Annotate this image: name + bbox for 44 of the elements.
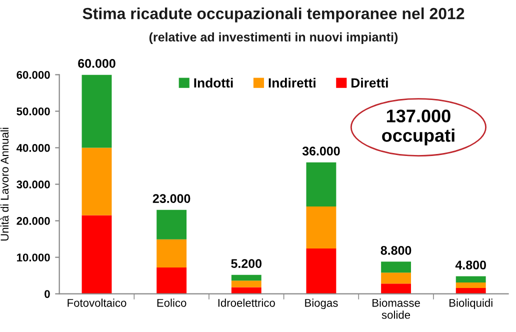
y-tick-label: 40.000 xyxy=(16,144,50,152)
bar xyxy=(82,148,112,216)
total-label: 60.000 xyxy=(78,58,116,68)
legend-label: Diretti xyxy=(352,78,388,88)
y-tick-label: 0 xyxy=(44,290,50,298)
bar xyxy=(82,74,112,148)
bar xyxy=(156,239,187,268)
y-tick-label: 50.000 xyxy=(16,107,50,116)
bar xyxy=(231,274,262,281)
total-label: 5.200 xyxy=(231,259,262,268)
bar xyxy=(456,276,486,282)
x-tick-label: Eolico xyxy=(157,298,186,307)
x-tick-label: Bioliquidi xyxy=(450,298,492,310)
total-label: 8.800 xyxy=(380,246,412,255)
bar xyxy=(381,284,411,294)
bar xyxy=(456,282,486,288)
total-label: 4.800 xyxy=(455,260,486,270)
x-tick-label: Biogas xyxy=(305,298,338,310)
y-tick-label: 20.000 xyxy=(16,217,50,225)
y-axis-title: Unità di Lavoro Annuali xyxy=(0,128,9,241)
x-tick-label: Fotovoltaico xyxy=(68,298,126,307)
y-tick-label: 30.000 xyxy=(16,180,50,188)
bar xyxy=(381,262,411,273)
bar xyxy=(306,206,336,249)
bar xyxy=(231,287,262,294)
bar xyxy=(231,280,262,288)
x-tick-label: Biomasse solide xyxy=(372,298,420,319)
legend-label: Indiretti xyxy=(268,78,316,88)
bar xyxy=(381,272,411,284)
legend-label: Indotti xyxy=(194,78,233,88)
bar xyxy=(306,248,336,294)
x-tick-label: Idroelettrico xyxy=(218,298,275,307)
y-tick-label: 60.000 xyxy=(16,70,50,79)
chart-title: Stima ricadute occupazionali temporanee nel 2012 xyxy=(82,7,464,22)
annotation: 137.000 occupati xyxy=(382,110,454,146)
bar xyxy=(456,288,486,294)
chart-subtitle: (relative ad investimenti in nuovi impianti) xyxy=(149,32,398,44)
bar xyxy=(156,268,187,294)
bar xyxy=(156,210,187,240)
total-label: 36.000 xyxy=(302,146,340,156)
bar xyxy=(82,215,112,294)
bar xyxy=(306,162,336,207)
y-tick-label: 10.000 xyxy=(17,254,50,262)
total-label: 23.000 xyxy=(152,194,190,203)
